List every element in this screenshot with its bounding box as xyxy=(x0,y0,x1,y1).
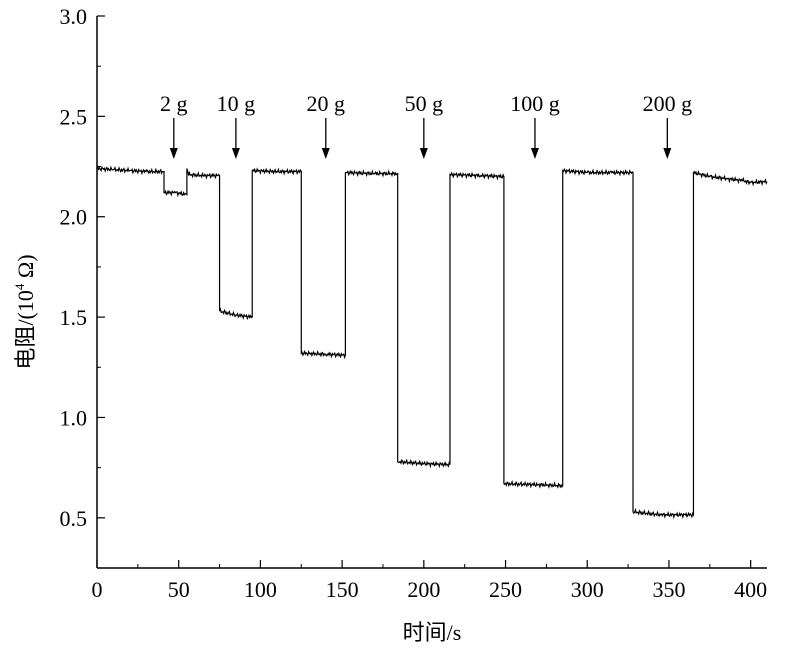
load-annotation-label: 10 g xyxy=(217,91,256,116)
x-tick-label: 300 xyxy=(571,577,604,602)
load-annotation-label: 2 g xyxy=(160,91,188,116)
y-tick-label: 1.5 xyxy=(60,305,88,330)
y-tick-label: 2.0 xyxy=(60,205,88,230)
x-tick-label: 0 xyxy=(92,577,103,602)
x-tick-label: 200 xyxy=(407,577,440,602)
load-annotation-arrowhead xyxy=(169,148,178,159)
resistance-series-line xyxy=(96,165,768,520)
load-annotation-arrowhead xyxy=(419,148,428,159)
load-annotation-arrowhead xyxy=(663,148,672,159)
x-tick-label: 150 xyxy=(326,577,359,602)
x-tick-label: 350 xyxy=(652,577,685,602)
load-annotation-arrowhead xyxy=(530,148,539,159)
load-annotation-label: 200 g xyxy=(643,91,693,116)
y-axis-title-prefix: 电阻/(10 xyxy=(13,290,38,369)
y-tick-label: 0.5 xyxy=(60,506,88,531)
y-axis-title: 电阻/(104 Ω) xyxy=(12,254,38,369)
load-annotation-label: 20 g xyxy=(307,91,346,116)
y-ticks: 0.5 1.0 1.5 2.0 2.5 3.0 xyxy=(60,4,105,569)
x-tick-label: 250 xyxy=(489,577,522,602)
axes xyxy=(96,16,767,569)
x-tick-label: 400 xyxy=(734,577,767,602)
y-tick-label: 3.0 xyxy=(60,4,88,29)
y-tick-label: 2.5 xyxy=(60,104,88,129)
x-tick-label: 100 xyxy=(244,577,277,602)
load-annotations: 2 g 10 g 20 g 50 g 100 g 200 g xyxy=(160,91,692,159)
load-annotation-arrowhead xyxy=(321,148,330,159)
y-axis-title-exponent: 4 xyxy=(12,283,27,290)
x-axis-title: 时间/s xyxy=(403,620,462,645)
load-annotation-label: 50 g xyxy=(405,91,444,116)
y-tick-label: 1.0 xyxy=(60,405,88,430)
load-annotation-label: 100 g xyxy=(510,91,560,116)
load-annotation-arrowhead xyxy=(231,148,240,159)
y-axis-title-suffix: Ω) xyxy=(13,254,38,283)
x-tick-label: 50 xyxy=(168,577,190,602)
x-ticks: 0 50 100 150 200 250 300 350 400 xyxy=(92,560,767,602)
